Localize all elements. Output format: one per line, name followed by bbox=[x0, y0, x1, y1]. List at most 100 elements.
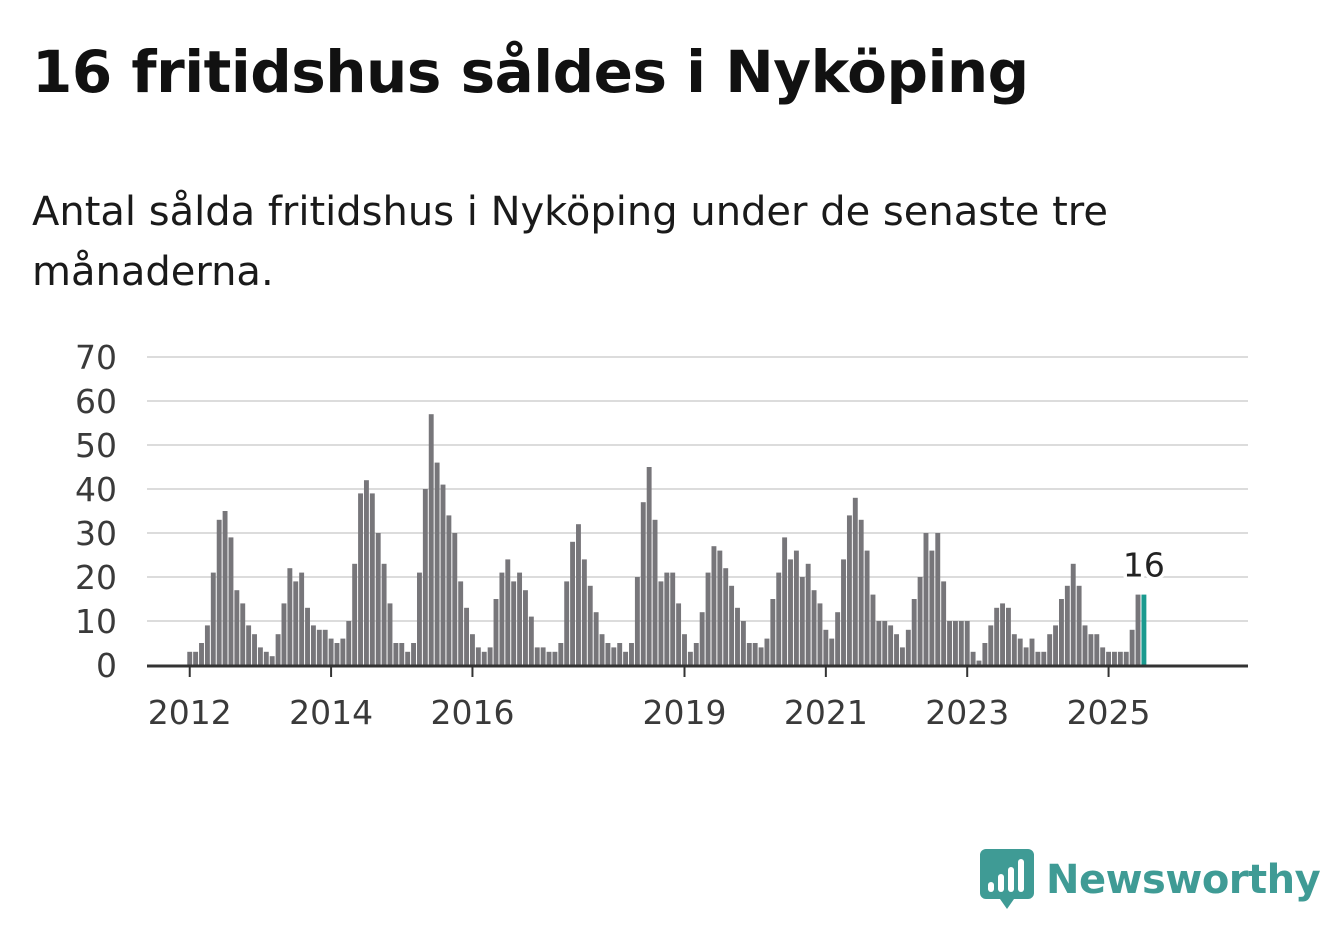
bar bbox=[523, 590, 528, 665]
bar bbox=[658, 581, 664, 665]
bar bbox=[1011, 634, 1017, 665]
y-tick-label: 10 bbox=[75, 602, 117, 641]
bar bbox=[405, 651, 411, 665]
bar bbox=[593, 612, 599, 665]
bar bbox=[640, 502, 646, 665]
bar bbox=[434, 462, 440, 665]
bar bbox=[717, 550, 723, 665]
bar bbox=[693, 643, 699, 665]
bar bbox=[1059, 599, 1064, 665]
bar bbox=[387, 603, 393, 665]
bar bbox=[905, 629, 911, 665]
bar bbox=[464, 607, 470, 665]
y-axis-ticks: 0 10 20 30 40 50 60 70 bbox=[75, 338, 117, 685]
bar bbox=[805, 563, 811, 665]
bar bbox=[629, 643, 634, 665]
bar bbox=[310, 625, 316, 665]
bar bbox=[852, 497, 858, 665]
bar bbox=[375, 533, 381, 665]
grid-lines bbox=[147, 356, 1248, 622]
bar bbox=[269, 656, 275, 665]
bar bbox=[876, 621, 882, 665]
bar bbox=[193, 651, 199, 665]
bar bbox=[299, 572, 305, 665]
x-tick-label: 2016 bbox=[430, 693, 514, 732]
bar bbox=[1041, 651, 1047, 665]
bar bbox=[493, 599, 499, 665]
y-tick-label: 20 bbox=[75, 558, 117, 597]
bars bbox=[187, 414, 1147, 665]
bar bbox=[1112, 651, 1117, 665]
bar bbox=[776, 572, 782, 665]
bar bbox=[422, 489, 428, 665]
y-tick-label: 50 bbox=[75, 426, 117, 465]
bar bbox=[888, 625, 894, 665]
bar bbox=[1064, 585, 1070, 665]
x-tick-label: 2023 bbox=[925, 693, 1009, 732]
bar bbox=[352, 563, 358, 665]
bar bbox=[428, 414, 434, 665]
bar bbox=[399, 643, 405, 665]
bar bbox=[676, 603, 682, 665]
bar bbox=[252, 634, 257, 665]
bar bbox=[216, 519, 222, 665]
bar bbox=[894, 634, 899, 665]
brand-name: Newsworthy bbox=[1046, 857, 1321, 903]
bar bbox=[923, 533, 929, 665]
bar bbox=[340, 638, 346, 665]
bar bbox=[187, 651, 193, 665]
bar bbox=[752, 643, 758, 665]
bar bbox=[328, 638, 334, 665]
bar bbox=[811, 590, 817, 665]
bar bbox=[599, 634, 605, 665]
bar bbox=[1017, 638, 1023, 665]
bar bbox=[858, 519, 864, 665]
bar bbox=[222, 511, 228, 665]
bar bbox=[782, 537, 788, 665]
bar bbox=[446, 515, 452, 665]
bar bbox=[605, 643, 611, 665]
bar bbox=[411, 643, 416, 665]
bar bbox=[740, 621, 746, 665]
bar bbox=[534, 647, 540, 665]
bar bbox=[1082, 625, 1088, 665]
bar bbox=[823, 629, 829, 665]
bar bbox=[293, 581, 299, 665]
bar bbox=[1035, 651, 1041, 665]
bar bbox=[552, 651, 558, 665]
bar bbox=[1070, 563, 1076, 665]
bar bbox=[729, 585, 735, 665]
bar bbox=[1135, 594, 1141, 665]
bar bbox=[540, 647, 546, 665]
x-tick-label: 2014 bbox=[289, 693, 373, 732]
bar bbox=[416, 572, 422, 665]
bar bbox=[788, 559, 793, 665]
bar bbox=[228, 537, 234, 665]
bar bbox=[475, 647, 481, 665]
bar bbox=[1029, 638, 1035, 665]
bar bbox=[458, 581, 464, 665]
bar bbox=[1100, 647, 1106, 665]
bar bbox=[576, 524, 581, 665]
bar bbox=[935, 533, 941, 665]
bar bbox=[793, 550, 799, 665]
bar bbox=[528, 616, 534, 665]
bar bbox=[846, 515, 852, 665]
bar bbox=[558, 643, 564, 665]
bar bbox=[682, 634, 687, 665]
bar bbox=[481, 651, 487, 665]
x-tick-label: 2012 bbox=[148, 693, 232, 732]
bar bbox=[899, 647, 905, 665]
bar bbox=[711, 546, 717, 665]
bar bbox=[587, 585, 593, 665]
bar bbox=[758, 647, 764, 665]
bar bbox=[1117, 651, 1123, 665]
bar bbox=[1106, 651, 1112, 665]
bar bbox=[487, 647, 493, 665]
bar bbox=[1123, 651, 1129, 665]
x-tick-label: 2019 bbox=[642, 693, 726, 732]
bar bbox=[617, 643, 623, 665]
bar bbox=[305, 607, 310, 665]
bar bbox=[358, 493, 363, 665]
